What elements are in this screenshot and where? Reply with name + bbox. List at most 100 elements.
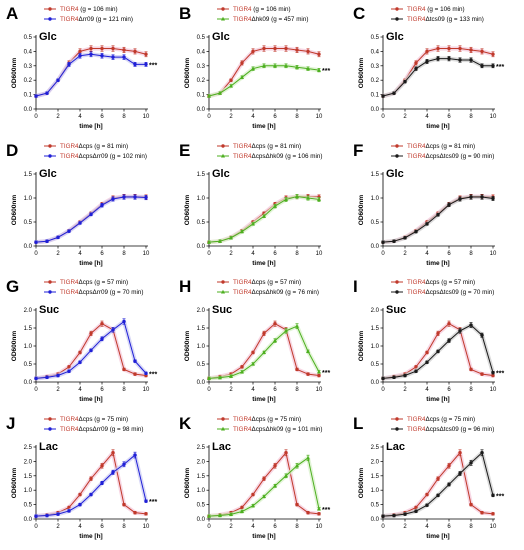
data-point [425, 59, 429, 64]
y-axis-label: OD600nm [184, 195, 191, 226]
legend-strain: TIGR4 [407, 426, 426, 433]
data-point [100, 54, 104, 58]
data-point [262, 214, 266, 218]
data-point [240, 369, 244, 374]
data-point [469, 48, 473, 52]
y-tick-label: 1.0 [371, 344, 380, 350]
data-point [144, 512, 148, 516]
data-point [240, 229, 244, 234]
data-point [480, 64, 484, 68]
data-point [447, 464, 451, 468]
data-point [100, 46, 104, 51]
data-point [436, 331, 440, 336]
data-point [469, 461, 473, 465]
y-tick-label: 0.0 [24, 517, 33, 523]
data-point [436, 213, 440, 217]
x-tick-label: 4 [425, 387, 429, 393]
x-tick-label: 0 [381, 524, 385, 530]
y-tick-label: 1.5 [197, 326, 206, 332]
panel-letter: F [353, 141, 363, 160]
data-point [89, 348, 93, 353]
chart-panel-k: K TIGR4Δcps (g = 75 min)TIGR4ΔcpsΔhk09 (g… [179, 414, 330, 540]
legend-marker [48, 144, 52, 148]
data-point [317, 512, 321, 516]
x-tick-label: 4 [251, 524, 255, 530]
legend-marker [221, 426, 225, 431]
significance-marker: *** [322, 370, 330, 377]
y-tick-label: 0.3 [197, 64, 206, 70]
data-point [67, 369, 71, 373]
y-tick-label: 1.5 [24, 172, 33, 178]
data-point [67, 62, 71, 67]
data-point [458, 58, 462, 62]
legend-label: TIGR4Δcps (g = 75 min) [233, 416, 301, 423]
legend-detail: Δcps (g = 81 min) [426, 143, 476, 150]
legend-entry: TIGR4ΔcpsΔtcs09 (g = 70 min) [391, 289, 494, 296]
y-tick-label: 0.5 [24, 503, 33, 509]
data-point [436, 46, 440, 51]
panel-letter: C [353, 4, 365, 23]
legend-label: TIGR4Δrr09 (g = 121 min) [60, 16, 133, 23]
medium-label: Glc [212, 31, 230, 43]
data-point [100, 321, 104, 326]
series-line [382, 196, 494, 243]
y-tick-label: 0.0 [24, 244, 33, 250]
medium-label: Glc [386, 31, 404, 43]
legend-strain: TIGR4 [233, 143, 252, 150]
legend-marker [221, 417, 225, 421]
chart-panel-d: D TIGR4Δcps (g = 81 min)TIGR4ΔcpsΔrr09 (g… [6, 141, 150, 267]
data-point [491, 64, 495, 68]
data-point [381, 240, 385, 244]
data-point [469, 58, 473, 62]
legend-strain: TIGR4 [407, 143, 426, 150]
y-tick-label: 1.5 [197, 474, 206, 480]
data-point [89, 46, 93, 51]
legend-detail: Δcps (g = 57 min) [426, 279, 476, 286]
panel-letter: D [6, 141, 18, 160]
series-band [208, 194, 320, 245]
legend-entry: TIGR4Δtcs09 (g = 133 min) [391, 16, 484, 23]
legend-label: TIGR4ΔcpsΔhk09 (g = 101 min) [233, 426, 322, 433]
data-point [56, 235, 60, 240]
data-point [458, 46, 462, 51]
y-tick-label: 1.0 [371, 196, 380, 202]
legend-marker [48, 7, 52, 11]
data-point [229, 512, 233, 516]
legend-label: TIGR4 (g = 106 min) [233, 6, 291, 13]
legend-label: TIGR4Δcps (g = 57 min) [407, 279, 475, 286]
y-axis-label: OD600nm [358, 331, 365, 362]
data-point [122, 48, 126, 52]
y-tick-label: 0.0 [197, 517, 206, 523]
data-point [392, 239, 396, 243]
data-point [381, 514, 385, 518]
data-point [133, 49, 137, 54]
y-tick-label: 0.2 [24, 78, 33, 84]
legend-strain: TIGR4 [233, 416, 252, 423]
data-point [295, 324, 299, 328]
data-point [240, 365, 244, 369]
legend-label: TIGR4Δtcs09 (g = 133 min) [407, 16, 484, 23]
data-point [491, 493, 495, 498]
x-tick-label: 6 [100, 387, 104, 393]
data-point [78, 350, 82, 355]
legend-strain: TIGR4 [233, 289, 252, 296]
x-tick-label: 6 [273, 114, 277, 120]
data-point [273, 483, 277, 488]
series-mutant [34, 51, 148, 99]
legend-entry: TIGR4ΔcpsΔtcs09 (g = 90 min) [391, 153, 494, 160]
data-point [425, 503, 429, 507]
medium-label: Suc [39, 304, 59, 316]
legend-label: TIGR4Δcps (g = 57 min) [233, 279, 301, 286]
data-point [111, 197, 115, 201]
y-tick-label: 0.0 [197, 244, 206, 250]
panel-letter: G [6, 277, 19, 296]
medium-label: Suc [386, 304, 406, 316]
legend-entry: TIGR4 (g = 106 min) [217, 6, 291, 13]
legend-marker [48, 17, 52, 21]
y-axis-label: OD600nm [358, 195, 365, 226]
data-point [240, 509, 244, 514]
y-tick-label: 1.0 [24, 344, 33, 350]
medium-label: Glc [386, 168, 404, 180]
y-tick-label: 0.2 [197, 78, 206, 84]
